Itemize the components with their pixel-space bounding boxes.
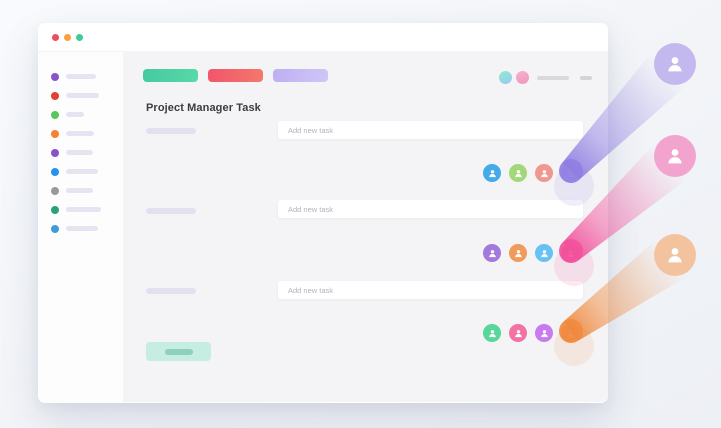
sidebar-item-label-placeholder	[66, 93, 99, 98]
assignee-avatar-2[interactable]	[509, 164, 527, 182]
sidebar-item-3[interactable]	[38, 105, 123, 124]
task-label-placeholder-2	[146, 208, 196, 214]
sidebar-item-1[interactable]	[38, 67, 123, 86]
sidebar-item-5[interactable]	[38, 143, 123, 162]
header-dash-placeholder	[580, 75, 592, 80]
add-task-input-1[interactable]	[278, 121, 583, 139]
person-icon	[668, 248, 682, 263]
traffic-light-dot[interactable]	[76, 33, 83, 41]
sidebar-item-dot	[51, 91, 59, 100]
person-icon	[540, 329, 548, 337]
main-content: Project Manager Task	[123, 52, 608, 402]
sidebar-item-dot	[51, 205, 59, 214]
assignee-avatar-1[interactable]	[483, 164, 501, 182]
sidebar-item-dot	[51, 167, 59, 176]
add-task-input-3[interactable]	[278, 281, 583, 299]
avatar-row-3	[483, 324, 579, 342]
assignee-avatar-4[interactable]	[561, 324, 579, 342]
task-label-placeholder-1	[146, 128, 196, 134]
sidebar-item-8[interactable]	[38, 200, 123, 219]
person-icon	[540, 169, 548, 177]
header-mini-group	[495, 71, 592, 84]
assignee-avatar-3[interactable]	[535, 324, 553, 342]
add-task-input-2[interactable]	[278, 200, 583, 218]
traffic-light-dot[interactable]	[52, 33, 59, 41]
task-label-placeholder-3	[146, 288, 196, 294]
person-icon	[488, 169, 496, 177]
mini-avatar-2[interactable]	[516, 71, 529, 84]
sidebar-item-label-placeholder	[66, 150, 93, 155]
filter-pills	[143, 69, 328, 82]
pill-red[interactable]	[208, 69, 263, 82]
assignee-avatar-3[interactable]	[535, 164, 553, 182]
header-line-placeholder	[537, 75, 569, 80]
avatar-row-2	[483, 244, 579, 262]
sidebar-item-dot	[51, 110, 59, 119]
sidebar-item-label-placeholder	[66, 188, 93, 193]
sidebar-item-label-placeholder	[66, 131, 94, 136]
sidebar-item-label-placeholder	[66, 74, 96, 79]
assignee-avatar-1[interactable]	[483, 324, 501, 342]
sidebar-item-dot	[51, 186, 59, 195]
page-title: Project Manager Task	[146, 102, 261, 114]
big-avatar-orange	[654, 234, 696, 276]
assignee-avatar-3[interactable]	[535, 244, 553, 262]
person-icon	[668, 57, 682, 72]
person-icon	[540, 249, 548, 257]
sidebar-item-7[interactable]	[38, 181, 123, 200]
pill-green[interactable]	[143, 69, 198, 82]
avatar-row-1	[483, 164, 579, 182]
big-avatar-purple	[654, 43, 696, 85]
submit-button[interactable]	[146, 342, 211, 361]
assignee-avatar-2[interactable]	[509, 324, 527, 342]
person-icon	[668, 149, 682, 164]
sidebar-item-dot	[51, 72, 59, 81]
sidebar-item-dot	[51, 224, 59, 233]
assignee-avatar-1[interactable]	[483, 244, 501, 262]
window-titlebar	[38, 23, 608, 52]
person-icon	[514, 169, 522, 177]
sidebar	[38, 52, 123, 402]
person-icon	[566, 169, 574, 177]
sidebar-item-6[interactable]	[38, 162, 123, 181]
assignee-avatar-4[interactable]	[561, 164, 579, 182]
person-icon	[488, 249, 496, 257]
sidebar-item-label-placeholder	[66, 207, 101, 212]
person-icon	[488, 329, 496, 337]
window-body: Project Manager Task	[38, 52, 608, 402]
mini-avatar-1[interactable]	[499, 71, 512, 84]
assignee-avatar-4[interactable]	[561, 244, 579, 262]
person-icon	[514, 329, 522, 337]
sidebar-item-label-placeholder	[66, 226, 98, 231]
sidebar-item-4[interactable]	[38, 124, 123, 143]
sidebar-item-9[interactable]	[38, 219, 123, 238]
assignee-avatar-2[interactable]	[509, 244, 527, 262]
sidebar-item-dot	[51, 129, 59, 138]
sidebar-item-2[interactable]	[38, 86, 123, 105]
sidebar-item-label-placeholder	[66, 169, 98, 174]
pill-lavender[interactable]	[273, 69, 328, 82]
traffic-light-dot[interactable]	[64, 33, 71, 41]
app-window: Project Manager Task	[38, 23, 608, 403]
sidebar-item-label-placeholder	[66, 112, 84, 117]
person-icon	[566, 329, 574, 337]
person-icon	[566, 249, 574, 257]
submit-button-label-placeholder	[164, 348, 193, 355]
big-avatar-pink	[654, 135, 696, 177]
sidebar-item-dot	[51, 148, 59, 157]
person-icon	[514, 249, 522, 257]
